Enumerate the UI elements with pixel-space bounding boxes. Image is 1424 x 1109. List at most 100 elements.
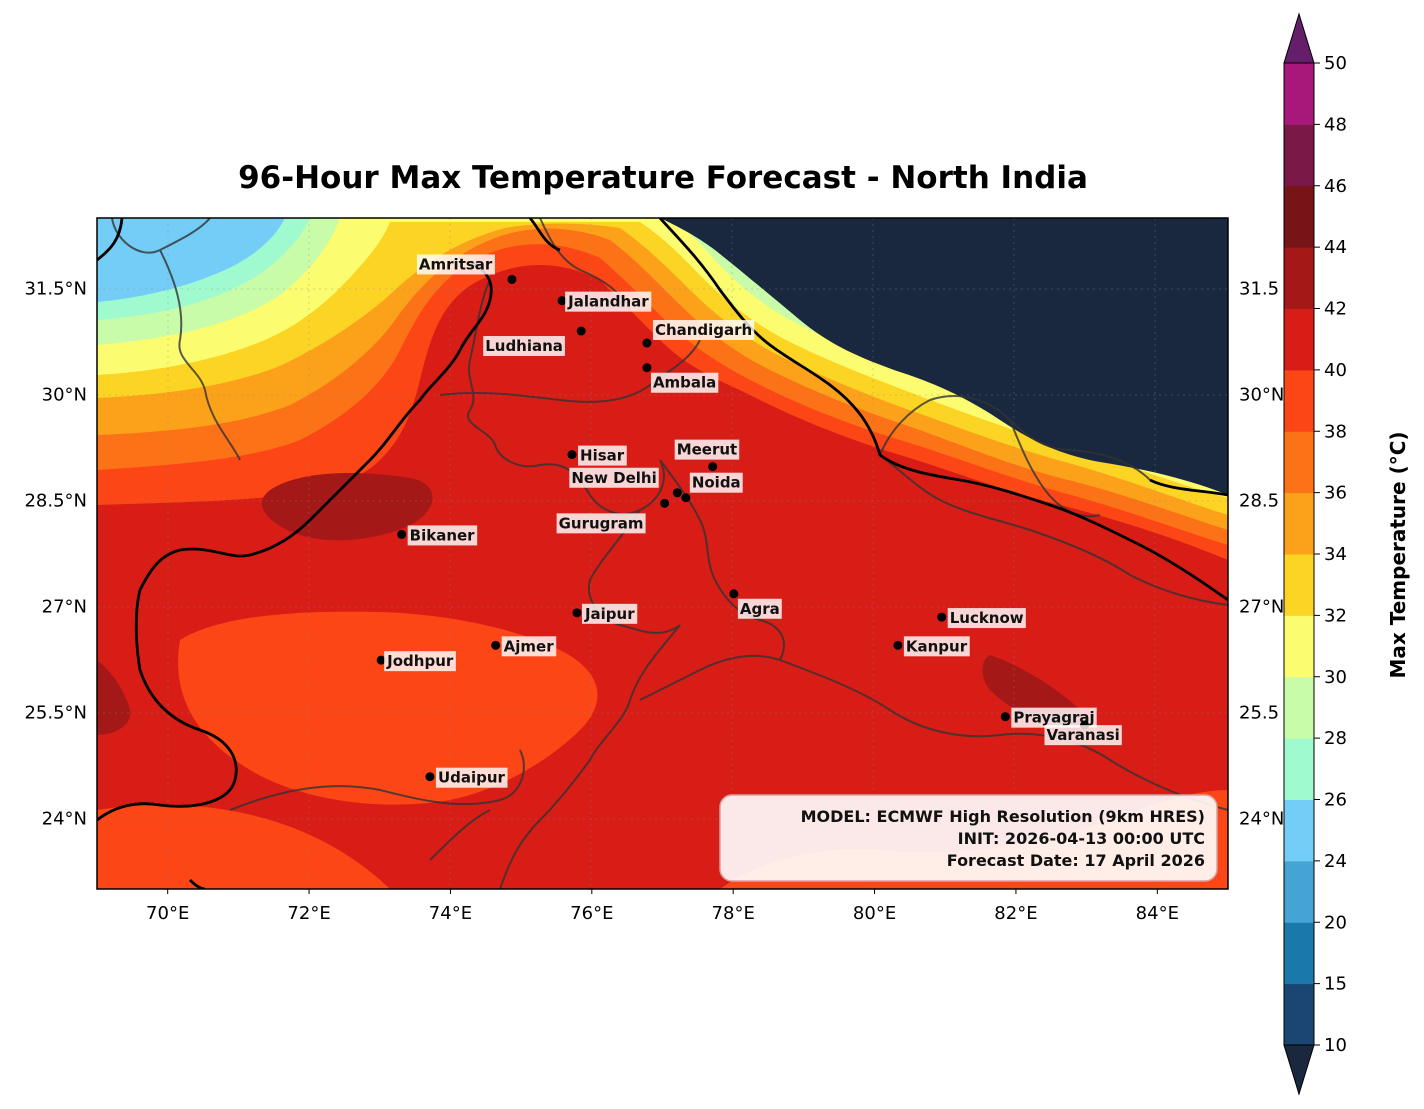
city-label: Jaipur bbox=[584, 605, 635, 623]
colorbar-tick-label: 50 bbox=[1324, 53, 1347, 74]
colorbar-segment bbox=[1284, 676, 1314, 739]
city-marker-chandigarh: Chandigarh bbox=[642, 320, 755, 348]
band-38-40-central-rajasthan bbox=[178, 611, 598, 805]
city-dot bbox=[642, 338, 652, 348]
lat-tick-label-left: 28.5°N bbox=[24, 491, 87, 512]
city-marker-varanasi: Varanasi bbox=[1044, 720, 1122, 746]
city-label: Ludhiana bbox=[485, 337, 563, 355]
city-label: Chandigarh bbox=[655, 321, 752, 339]
city-marker-gurugram: Gurugram bbox=[556, 498, 670, 534]
city-dot bbox=[1000, 712, 1010, 722]
city-dot bbox=[576, 326, 586, 336]
city-marker-ambala: Ambala bbox=[642, 363, 719, 393]
lat-tick-label-left: 25.5°N bbox=[24, 702, 87, 723]
city-label: Ajmer bbox=[504, 637, 555, 655]
city-marker-prayagraj: Prayagraj bbox=[1000, 707, 1097, 728]
city-label: Hisar bbox=[580, 447, 625, 465]
colorbar-segment bbox=[1284, 983, 1314, 1046]
colorbar-segment bbox=[1284, 369, 1314, 432]
city-dot bbox=[397, 529, 407, 539]
colorbar-segment bbox=[1284, 308, 1314, 371]
city-marker-bikaner: Bikaner bbox=[397, 525, 478, 546]
colorbar-tick-label: 20 bbox=[1324, 912, 1347, 933]
colorbar-tick-label: 28 bbox=[1324, 728, 1347, 749]
colorbar-tick-label: 36 bbox=[1324, 483, 1347, 504]
city-marker-ajmer: Ajmer bbox=[491, 636, 557, 657]
city-label-background bbox=[435, 767, 508, 788]
colorbar-segment bbox=[1284, 63, 1314, 125]
band-38-40-southwest bbox=[97, 804, 390, 889]
lon-tick-label: 84°E bbox=[1136, 903, 1179, 924]
city-label: Agra bbox=[740, 600, 780, 618]
colorbar-segment bbox=[1284, 554, 1314, 616]
colorbar-segment bbox=[1284, 922, 1314, 985]
city-dot bbox=[708, 462, 718, 472]
city-label-background bbox=[569, 467, 659, 488]
colorbar: 10 15 20 24 26 28 30 32 34 36 38 40 42 44 46 48 50 bbox=[1283, 12, 1347, 1096]
colorbar-tick-label: 34 bbox=[1324, 544, 1347, 565]
city-label: Prayagraj bbox=[1013, 709, 1094, 727]
city-label-background bbox=[581, 603, 638, 624]
colorbar-segment bbox=[1284, 185, 1314, 248]
city-label-background bbox=[556, 513, 646, 534]
colorbar-segment bbox=[1284, 247, 1314, 309]
city-dot bbox=[376, 655, 386, 665]
lon-tick-label: 80°E bbox=[853, 903, 896, 924]
colorbar-segment bbox=[1284, 860, 1314, 923]
city-label: Lucknow bbox=[950, 609, 1024, 627]
city-label: Jodhpur bbox=[386, 652, 454, 670]
city-label: Meerut bbox=[677, 441, 738, 459]
city-dot bbox=[572, 608, 582, 618]
lat-tick-label-left: 30°N bbox=[42, 385, 87, 406]
city-marker-lucknow: Lucknow bbox=[937, 608, 1026, 629]
city-label-background bbox=[578, 445, 627, 466]
city-label-background bbox=[501, 636, 557, 657]
info-init-line: INIT: 2026-04-13 00:00 UTC bbox=[958, 829, 1205, 848]
international-boundaries bbox=[97, 218, 1228, 889]
city-dot bbox=[681, 493, 691, 503]
colorbar-under-extension bbox=[1283, 1044, 1315, 1096]
city-label-background bbox=[689, 472, 743, 493]
model-info-box: MODEL: ECMWF High Resolution (9km HRES) … bbox=[719, 794, 1218, 882]
lon-tick-label: 70°E bbox=[146, 903, 189, 924]
city-label: Amritsar bbox=[419, 255, 493, 273]
city-label-background bbox=[1011, 707, 1097, 728]
colorbar-tick-label: 15 bbox=[1324, 974, 1347, 995]
city-label: New Delhi bbox=[571, 469, 656, 487]
lat-tick-label-right: 24°N bbox=[1239, 808, 1284, 829]
city-label: Gurugram bbox=[559, 514, 644, 532]
city-marker-noida: Noida bbox=[681, 472, 743, 503]
city-label: Jalandhar bbox=[567, 293, 649, 311]
lat-tick-label-right: 27°N bbox=[1239, 596, 1284, 617]
city-dot bbox=[672, 488, 682, 498]
lat-tick-label-right: 28.5 bbox=[1239, 491, 1279, 512]
city-label-background bbox=[652, 320, 755, 341]
city-marker-ludhiana: Ludhiana bbox=[483, 326, 586, 357]
city-dot bbox=[557, 296, 567, 306]
city-marker-jodhpur: Jodhpur bbox=[376, 651, 456, 672]
colorbar-tick-label: 10 bbox=[1324, 1035, 1347, 1056]
city-label: Udaipur bbox=[438, 769, 506, 787]
city-label-background bbox=[947, 608, 1026, 629]
city-label-background bbox=[565, 291, 652, 312]
city-marker-agra: Agra bbox=[729, 589, 782, 619]
temperature-map bbox=[97, 218, 1228, 889]
map-title: 96-Hour Max Temperature Forecast - North… bbox=[238, 160, 1088, 196]
colorbar-tick-label: 46 bbox=[1324, 176, 1347, 197]
city-label-background bbox=[407, 525, 478, 546]
city-dot bbox=[567, 450, 577, 460]
map-frame bbox=[96, 217, 1229, 890]
lon-tick-label: 74°E bbox=[429, 903, 472, 924]
colorbar-tick-label: 26 bbox=[1324, 790, 1347, 811]
colorbar-tick-label: 42 bbox=[1324, 299, 1347, 320]
city-dot bbox=[937, 612, 947, 622]
hottest-patch-west bbox=[97, 660, 131, 735]
colorbar-segment bbox=[1284, 799, 1314, 862]
city-marker-hisar: Hisar bbox=[567, 445, 627, 466]
city-marker-jalandhar: Jalandhar bbox=[557, 291, 652, 312]
colorbar-over-extension bbox=[1283, 12, 1315, 64]
city-label-background bbox=[384, 651, 456, 672]
city-dot bbox=[425, 772, 435, 782]
city-label: Ambala bbox=[653, 374, 716, 392]
lat-tick-label-left: 31.5°N bbox=[24, 279, 87, 300]
